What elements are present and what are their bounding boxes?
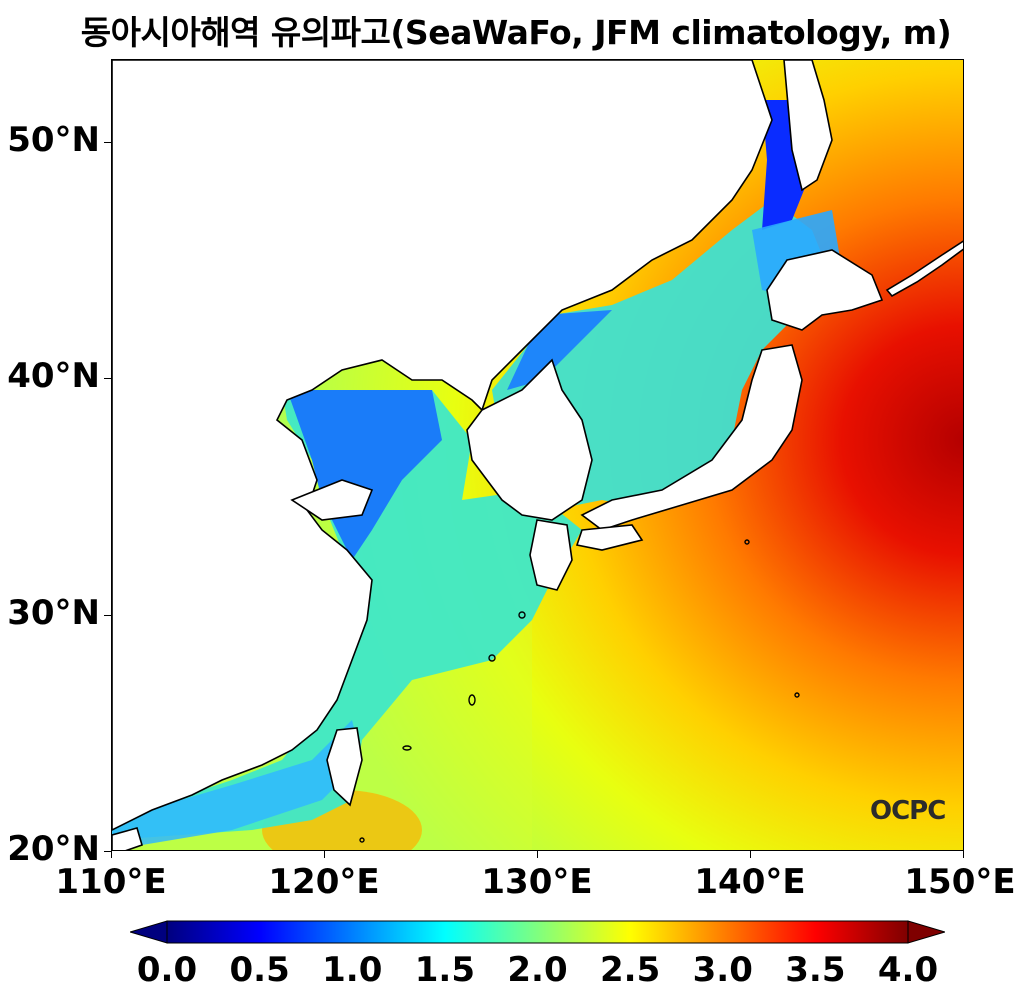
lat-tick-label: 40°N xyxy=(7,356,100,396)
lat-tick-label: 30°N xyxy=(7,593,100,633)
colorbar-tick-label: 4.0 xyxy=(877,950,939,990)
colorbar-gradient xyxy=(166,920,909,944)
lon-tick-label: 130°E xyxy=(481,862,593,902)
colorbar-max-extend xyxy=(907,920,945,944)
sakhalin xyxy=(783,60,833,192)
colorbar-tick-label: 2.0 xyxy=(507,950,568,990)
lon-tickmark xyxy=(750,851,751,858)
lat-tickmark xyxy=(104,378,111,379)
yellow-sea-field xyxy=(112,390,582,840)
colorbar-tick-label: 3.0 xyxy=(692,950,753,990)
lon-tick-label: 150°E xyxy=(904,862,1016,902)
hainan xyxy=(112,827,143,850)
lat-tickmark xyxy=(104,142,111,143)
hokkaido xyxy=(766,249,884,331)
lon-tickmark xyxy=(111,851,112,858)
colorbar-tick-label: 1.0 xyxy=(322,950,383,990)
lon-tickmark xyxy=(324,851,325,858)
colorbar-tick-label: 0.0 xyxy=(136,950,198,990)
wave-height-map xyxy=(111,59,964,851)
colorbar-tick-label: 2.5 xyxy=(600,950,661,990)
lon-tick-label: 140°E xyxy=(694,862,806,902)
ocpc-logo: OCPC xyxy=(870,796,946,826)
colorbar-tick-label: 0.5 xyxy=(229,950,290,990)
kyushu xyxy=(529,519,573,591)
lat-tick-label: 50°N xyxy=(7,120,100,160)
lon-tickmark xyxy=(537,851,538,858)
colorbar-min-extend xyxy=(130,920,168,944)
shikoku xyxy=(575,524,644,551)
bohai-low-waves xyxy=(287,390,442,560)
land-layer xyxy=(112,60,963,850)
small-islands xyxy=(359,539,800,843)
taiwan xyxy=(326,727,363,807)
kuril-islands xyxy=(885,240,963,298)
colorbar xyxy=(130,920,945,944)
lon-tickmark xyxy=(963,851,964,858)
lat-tickmark xyxy=(104,851,111,852)
asia-mainland xyxy=(112,60,773,831)
lat-tickmark xyxy=(104,615,111,616)
lat-tick-label: 20°N xyxy=(7,829,100,869)
korean-peninsula xyxy=(466,358,593,521)
colorbar-tick-label: 1.5 xyxy=(414,950,475,990)
lon-tick-label: 110°E xyxy=(55,862,167,902)
map-title: 동아시아해역 유의파고(SeaWaFo, JFM climatology, m) xyxy=(80,13,952,52)
map-canvas xyxy=(112,60,963,850)
shandong-peninsula xyxy=(290,479,374,521)
lon-tick-label: 120°E xyxy=(268,862,380,902)
honshu xyxy=(580,344,803,531)
colorbar-tick-label: 3.5 xyxy=(785,950,846,990)
